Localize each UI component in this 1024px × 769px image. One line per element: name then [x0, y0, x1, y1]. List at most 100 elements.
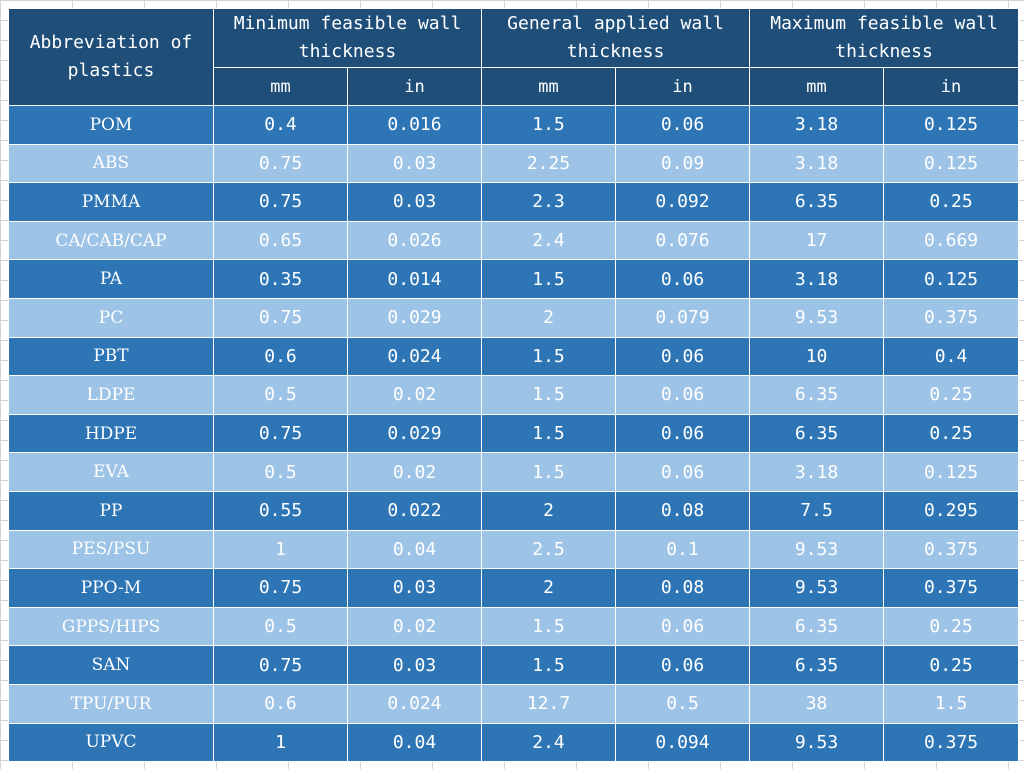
cell-max-in[interactable]: 0.25 — [883, 413, 1020, 454]
cell-min-in[interactable]: 0.02 — [346, 452, 483, 492]
cell-max-mm[interactable]: 9.53 — [749, 297, 885, 338]
cell-max-mm[interactable]: 7.5 — [749, 490, 885, 531]
cell-min-in[interactable]: 0.02 — [346, 375, 483, 415]
cell-general-in[interactable]: 0.06 — [615, 375, 751, 415]
cell-min-mm[interactable]: 0.5 — [213, 375, 348, 415]
plastic-abbreviation-cell[interactable]: UPVC — [8, 722, 214, 763]
cell-min-in[interactable]: 0.026 — [346, 220, 483, 261]
cell-max-mm[interactable]: 10 — [749, 336, 885, 377]
cell-max-in[interactable]: 0.375 — [883, 529, 1020, 570]
cell-min-mm[interactable]: 0.65 — [213, 220, 348, 261]
plastic-abbreviation-cell[interactable]: PMMA — [8, 182, 214, 222]
cell-min-in[interactable]: 0.03 — [346, 568, 483, 608]
cell-min-in[interactable]: 0.024 — [346, 683, 483, 724]
cell-max-in[interactable]: 0.25 — [883, 375, 1020, 415]
cell-general-mm[interactable]: 2.25 — [481, 143, 617, 184]
cell-min-in[interactable]: 0.022 — [346, 490, 483, 531]
cell-general-mm[interactable]: 2.4 — [481, 220, 617, 261]
cell-general-mm[interactable]: 2.3 — [481, 182, 617, 222]
cell-max-mm[interactable]: 17 — [749, 220, 885, 261]
cell-min-in[interactable]: 0.03 — [346, 645, 483, 685]
cell-general-in[interactable]: 0.06 — [615, 452, 751, 492]
cell-general-in[interactable]: 0.094 — [615, 722, 751, 763]
cell-min-mm[interactable]: 1 — [213, 529, 348, 570]
cell-general-mm[interactable]: 1.5 — [481, 413, 617, 454]
plastic-abbreviation-cell[interactable]: PBT — [8, 336, 214, 377]
cell-general-in[interactable]: 0.5 — [615, 683, 751, 724]
header-unit-min-in[interactable]: in — [346, 67, 483, 106]
cell-general-mm[interactable]: 1.5 — [481, 336, 617, 377]
cell-max-in[interactable]: 0.125 — [883, 452, 1020, 492]
cell-max-in[interactable]: 0.25 — [883, 606, 1020, 647]
cell-general-in[interactable]: 0.06 — [615, 645, 751, 685]
cell-min-mm[interactable]: 0.75 — [213, 413, 348, 454]
cell-max-mm[interactable]: 6.35 — [749, 182, 885, 222]
plastic-abbreviation-cell[interactable]: HDPE — [8, 413, 214, 454]
cell-general-in[interactable]: 0.076 — [615, 220, 751, 261]
cell-general-in[interactable]: 0.08 — [615, 568, 751, 608]
cell-min-mm[interactable]: 0.4 — [213, 105, 348, 145]
cell-general-mm[interactable]: 1.5 — [481, 259, 617, 299]
header-general-thickness[interactable]: General applied wall thickness — [481, 8, 751, 68]
cell-general-mm[interactable]: 1.5 — [481, 645, 617, 685]
cell-max-in[interactable]: 0.295 — [883, 490, 1020, 531]
cell-general-in[interactable]: 0.06 — [615, 413, 751, 454]
cell-min-mm[interactable]: 0.6 — [213, 683, 348, 724]
cell-min-mm[interactable]: 1 — [213, 722, 348, 763]
cell-max-in[interactable]: 0.25 — [883, 645, 1020, 685]
cell-general-in[interactable]: 0.092 — [615, 182, 751, 222]
cell-max-in[interactable]: 1.5 — [883, 683, 1020, 724]
header-unit-max-in[interactable]: in — [883, 67, 1020, 106]
cell-min-mm[interactable]: 0.5 — [213, 452, 348, 492]
plastic-abbreviation-cell[interactable]: PA — [8, 259, 214, 299]
plastic-abbreviation-cell[interactable]: EVA — [8, 452, 214, 492]
cell-min-in[interactable]: 0.03 — [346, 143, 483, 184]
cell-max-mm[interactable]: 9.53 — [749, 722, 885, 763]
cell-max-in[interactable]: 0.4 — [883, 336, 1020, 377]
cell-max-mm[interactable]: 3.18 — [749, 452, 885, 492]
cell-general-mm[interactable]: 1.5 — [481, 105, 617, 145]
cell-general-mm[interactable]: 2 — [481, 490, 617, 531]
cell-max-in[interactable]: 0.125 — [883, 259, 1020, 299]
cell-general-in[interactable]: 0.079 — [615, 297, 751, 338]
cell-max-in[interactable]: 0.669 — [883, 220, 1020, 261]
cell-max-mm[interactable]: 9.53 — [749, 568, 885, 608]
cell-min-mm[interactable]: 0.6 — [213, 336, 348, 377]
cell-max-mm[interactable]: 3.18 — [749, 143, 885, 184]
cell-general-mm[interactable]: 1.5 — [481, 375, 617, 415]
cell-max-mm[interactable]: 3.18 — [749, 105, 885, 145]
cell-general-in[interactable]: 0.08 — [615, 490, 751, 531]
header-unit-min-mm[interactable]: mm — [213, 67, 348, 106]
cell-max-mm[interactable]: 3.18 — [749, 259, 885, 299]
header-maximum-thickness[interactable]: Maximum feasible wall thickness — [749, 8, 1020, 68]
cell-min-mm[interactable]: 0.75 — [213, 645, 348, 685]
plastic-abbreviation-cell[interactable]: SAN — [8, 645, 214, 685]
cell-general-mm[interactable]: 2.5 — [481, 529, 617, 570]
cell-max-in[interactable]: 0.375 — [883, 722, 1020, 763]
cell-max-in[interactable]: 0.125 — [883, 105, 1020, 145]
cell-min-in[interactable]: 0.04 — [346, 722, 483, 763]
cell-max-in[interactable]: 0.25 — [883, 182, 1020, 222]
cell-general-in[interactable]: 0.06 — [615, 336, 751, 377]
cell-min-mm[interactable]: 0.75 — [213, 568, 348, 608]
header-minimum-thickness[interactable]: Minimum feasible wall thickness — [212, 8, 483, 68]
plastic-abbreviation-cell[interactable]: GPPS/HIPS — [8, 606, 214, 647]
plastic-abbreviation-cell[interactable]: POM — [8, 105, 214, 145]
cell-min-in[interactable]: 0.014 — [346, 259, 483, 299]
cell-max-in[interactable]: 0.375 — [883, 568, 1020, 608]
cell-max-in[interactable]: 0.125 — [883, 143, 1020, 184]
cell-max-mm[interactable]: 38 — [749, 683, 885, 724]
cell-general-mm[interactable]: 2.4 — [481, 722, 617, 763]
plastic-abbreviation-cell[interactable]: TPU/PUR — [8, 683, 214, 724]
cell-general-in[interactable]: 0.06 — [615, 105, 751, 145]
cell-general-mm[interactable]: 2 — [481, 297, 617, 338]
cell-min-mm[interactable]: 0.5 — [213, 606, 348, 647]
cell-min-in[interactable]: 0.04 — [346, 529, 483, 570]
cell-general-in[interactable]: 0.06 — [615, 606, 751, 647]
plastic-abbreviation-cell[interactable]: PC — [8, 297, 214, 338]
header-unit-general-in[interactable]: in — [615, 67, 751, 106]
cell-min-in[interactable]: 0.02 — [346, 606, 483, 647]
cell-max-in[interactable]: 0.375 — [883, 297, 1020, 338]
cell-min-mm[interactable]: 0.55 — [213, 490, 348, 531]
plastic-abbreviation-cell[interactable]: CA/CAB/CAP — [8, 220, 214, 261]
